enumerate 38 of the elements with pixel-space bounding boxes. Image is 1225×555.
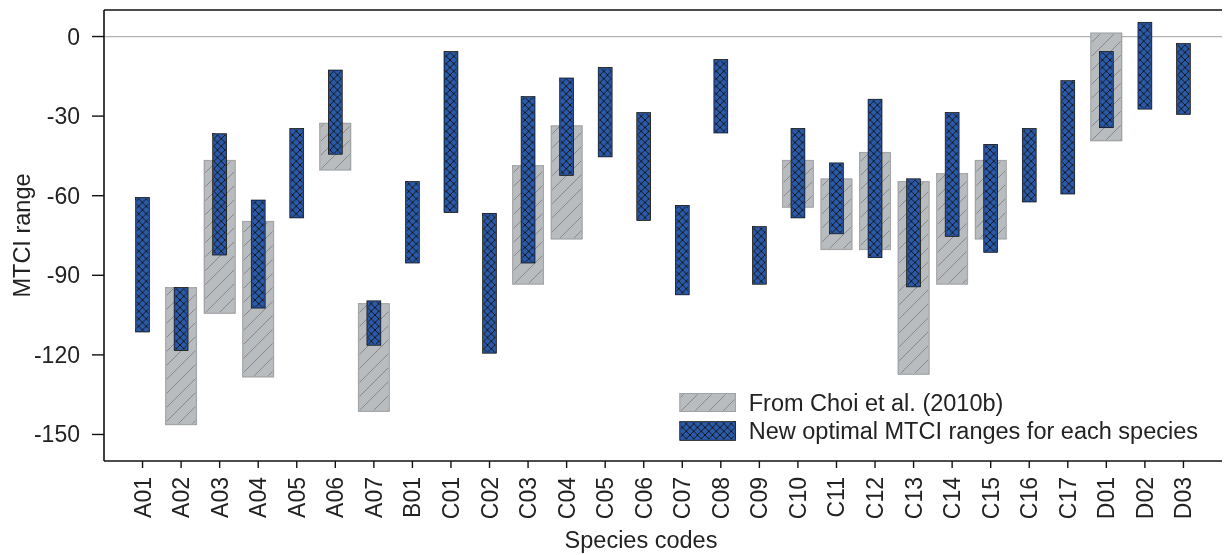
x-tick-label: C03	[515, 477, 542, 520]
legend-label: New optimal MTCI ranges for each species	[748, 418, 1199, 444]
x-tick-label: C10	[784, 477, 811, 520]
x-tick-label: A03	[206, 477, 233, 518]
x-tick-label: D02	[1131, 477, 1158, 520]
y-tick-label: -150	[33, 421, 80, 448]
x-tick-label: C17	[1054, 477, 1081, 520]
x-tick-label: C04	[553, 476, 580, 520]
x-tick-label: C01	[437, 477, 464, 520]
y-axis-title: MTCI range	[9, 173, 35, 298]
y-tick-label: 0	[67, 23, 80, 50]
x-tick-label: D01	[1093, 477, 1120, 520]
x-tick-label: C02	[476, 477, 503, 520]
x-tick-label: A07	[360, 477, 387, 518]
x-tick-label: C15	[977, 477, 1004, 520]
y-tick-label: -60	[46, 182, 80, 209]
x-tick-label: A06	[322, 477, 349, 518]
x-tick-label: C14	[939, 476, 966, 520]
x-tick-label: B01	[399, 477, 426, 518]
x-tick-label: A01	[129, 477, 156, 518]
x-tick-label: C12	[862, 477, 889, 520]
x-axis-title: Species codes	[564, 527, 718, 553]
y-tick-label: -30	[46, 103, 80, 130]
y-tick-label: -90	[46, 262, 80, 289]
legend-label: From Choi et al. (2010b)	[748, 389, 1004, 416]
x-tick-label: C13	[900, 477, 927, 520]
x-tick-label: C06	[630, 477, 657, 520]
x-tick-label: C16	[1016, 477, 1043, 520]
x-tick-label: C11	[823, 477, 850, 518]
y-tick-label: -120	[33, 341, 80, 368]
x-tick-label: C07	[669, 477, 696, 520]
x-tick-label: C08	[707, 477, 734, 520]
x-tick-label: D03	[1170, 477, 1197, 520]
x-tick-label: C05	[592, 477, 619, 520]
x-tick-label: C09	[746, 477, 773, 520]
x-tick-label: A04	[245, 476, 272, 518]
x-tick-label: A02	[168, 477, 195, 518]
x-tick-label: A05	[283, 477, 310, 518]
